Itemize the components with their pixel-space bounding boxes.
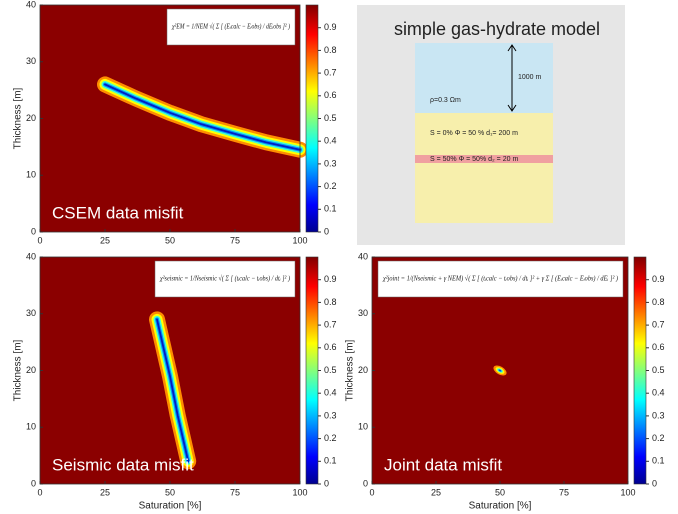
layer1-label: S = 0% Φ = 50 % d₁= 200 m bbox=[430, 130, 518, 137]
formula-box bbox=[166, 8, 296, 46]
misfit-panel: 0 25 50 75 100 0 10 20 30 40 Thickness [m] CSEM dat… bbox=[13, 0, 337, 245]
resistivity-label: ρ=0.3 Ωm bbox=[430, 97, 461, 104]
colorbar-tick-label: 0.8 bbox=[324, 45, 337, 55]
colorbar-tick-label: 0.2 bbox=[324, 433, 337, 443]
x-tick-label: 0 bbox=[369, 487, 374, 497]
panel-title: Seismic data misfit bbox=[52, 455, 194, 474]
formula-box bbox=[154, 260, 296, 298]
x-tick-label: 25 bbox=[431, 487, 441, 497]
colorbar bbox=[633, 256, 647, 485]
panel-title: Joint data misfit bbox=[384, 455, 502, 474]
colorbar-tick-label: 0.5 bbox=[324, 113, 337, 123]
y-tick-label: 0 bbox=[31, 226, 36, 236]
colorbar-tick-label: 0.9 bbox=[652, 274, 665, 284]
y-tick-label: 10 bbox=[26, 422, 36, 432]
y-axis-label: Thickness [m] bbox=[13, 87, 24, 149]
colorbar-tick-label: 0.5 bbox=[652, 365, 665, 375]
colorbar-tick-label: 0.7 bbox=[324, 67, 337, 77]
colorbar-tick-label: 0.3 bbox=[324, 410, 337, 420]
y-tick-label: 40 bbox=[358, 251, 368, 261]
x-tick-label: 100 bbox=[620, 487, 635, 497]
colorbar-tick-label: 0.2 bbox=[652, 433, 665, 443]
formula-box bbox=[377, 260, 624, 298]
colorbar-tick-label: 0.2 bbox=[324, 181, 337, 191]
colorbar-tick-label: 0.9 bbox=[324, 22, 337, 32]
x-tick-label: 25 bbox=[100, 487, 110, 497]
colorbar-tick-label: 0.4 bbox=[324, 388, 337, 398]
y-axis-label: Thickness [m] bbox=[345, 339, 356, 401]
depth-label: 1000 m bbox=[518, 74, 542, 81]
x-tick-label: 75 bbox=[230, 487, 240, 497]
y-tick-label: 10 bbox=[26, 170, 36, 180]
colorbar-tick-label: 0.6 bbox=[652, 342, 665, 352]
colorbar-tick-label: 0.5 bbox=[324, 365, 337, 375]
y-tick-label: 30 bbox=[26, 308, 36, 318]
y-tick-label: 20 bbox=[26, 113, 36, 123]
colorbar-tick-label: 0.9 bbox=[324, 274, 337, 284]
x-tick-label: 25 bbox=[100, 235, 110, 245]
y-tick-label: 40 bbox=[26, 251, 36, 261]
x-tick-label: 75 bbox=[559, 487, 569, 497]
formula: χ²seismic = 1/Nseismic √( Σ [ (tᵢcalc − … bbox=[159, 274, 290, 283]
colorbar-tick-label: 0.8 bbox=[652, 297, 665, 307]
colorbar-tick-label: 0.7 bbox=[652, 319, 665, 329]
x-tick-label: 0 bbox=[37, 235, 42, 245]
y-tick-label: 20 bbox=[26, 365, 36, 375]
misfit-minimum bbox=[499, 369, 501, 372]
misfit-valley bbox=[156, 318, 190, 463]
colorbar-tick-label: 0.4 bbox=[324, 136, 337, 146]
x-axis-label: Saturation [%] bbox=[139, 501, 202, 512]
colorbar-tick-label: 0.6 bbox=[324, 342, 337, 352]
y-tick-label: 30 bbox=[26, 56, 36, 66]
x-tick-label: 50 bbox=[165, 235, 175, 245]
x-tick-label: 50 bbox=[495, 487, 505, 497]
x-tick-label: 50 bbox=[165, 487, 175, 497]
hydrate-layer bbox=[415, 155, 553, 163]
colorbar-tick-label: 0.1 bbox=[324, 456, 337, 466]
colorbar-tick-label: 0 bbox=[324, 226, 329, 236]
y-tick-label: 40 bbox=[26, 0, 36, 9]
colorbar-tick-label: 0.3 bbox=[324, 158, 337, 168]
y-tick-label: 0 bbox=[31, 478, 36, 488]
y-tick-label: 30 bbox=[358, 308, 368, 318]
y-tick-label: 0 bbox=[363, 478, 368, 488]
y-tick-label: 10 bbox=[358, 422, 368, 432]
misfit-panel: 0 25 50 75 100 0 10 20 30 40 Saturation [%] Thickne… bbox=[345, 251, 665, 511]
colorbar bbox=[305, 256, 319, 485]
formula: χ²EM = 1/NEM √( Σ [ (Eᵢcalc − Eᵢobs) / d… bbox=[171, 22, 290, 31]
x-tick-label: 0 bbox=[37, 487, 42, 497]
misfit-panel: 0 25 50 75 100 0 10 20 30 40 Saturation [%] Thickne… bbox=[13, 251, 337, 511]
colorbar-tick-label: 0 bbox=[324, 478, 329, 488]
colorbar-tick-label: 0.3 bbox=[652, 410, 665, 420]
y-axis-label: Thickness [m] bbox=[13, 339, 24, 401]
y-tick-label: 20 bbox=[358, 365, 368, 375]
colorbar-tick-label: 0.8 bbox=[324, 297, 337, 307]
colorbar-tick-label: 0.4 bbox=[652, 388, 665, 398]
x-tick-label: 100 bbox=[292, 487, 307, 497]
colorbar-tick-label: 0.1 bbox=[324, 204, 337, 214]
colorbar-tick-label: 0.7 bbox=[324, 319, 337, 329]
x-tick-label: 100 bbox=[292, 235, 307, 245]
colorbar-tick-label: 0 bbox=[652, 478, 657, 488]
colorbar-tick-label: 0.6 bbox=[324, 90, 337, 100]
layer2-label: S = 50% Φ = 50% d₂ = 20 m bbox=[430, 156, 518, 163]
formula: χ²joint = 1/(Nseismic + γ NEM) √( Σ [ (t… bbox=[382, 274, 618, 283]
colorbar bbox=[305, 4, 319, 233]
misfit-valley bbox=[104, 83, 301, 151]
colorbar-tick-label: 0.1 bbox=[652, 456, 665, 466]
arrow-heads bbox=[507, 44, 517, 112]
sediment-layer bbox=[415, 113, 553, 223]
diagram-title: simple gas-hydrate model bbox=[394, 19, 600, 39]
model-diagram: simple gas-hydrate model 1000 m ρ=0.3 Ωm… bbox=[357, 5, 625, 245]
x-tick-label: 75 bbox=[230, 235, 240, 245]
panel-title: CSEM data misfit bbox=[52, 203, 184, 222]
water-layer bbox=[415, 43, 553, 113]
x-axis-label: Saturation [%] bbox=[469, 501, 532, 512]
